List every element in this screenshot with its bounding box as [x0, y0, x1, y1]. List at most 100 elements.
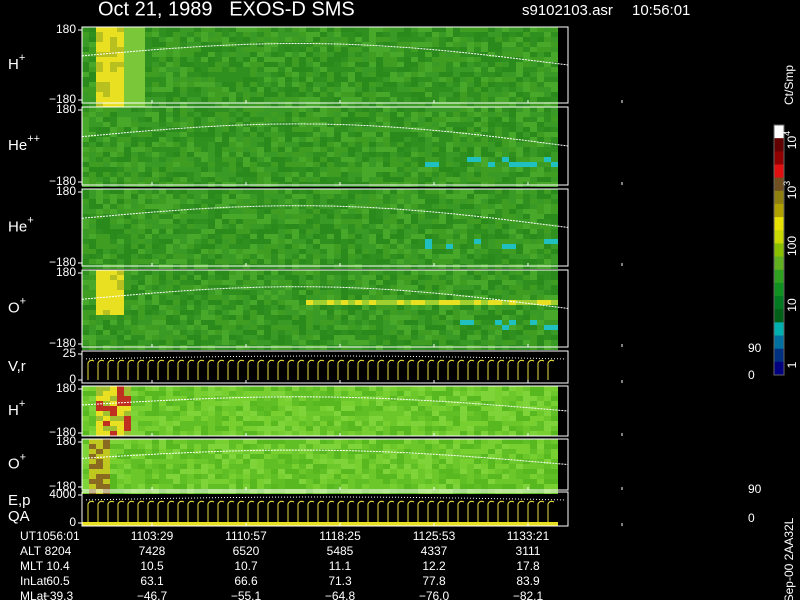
spectrogram-cell: [229, 305, 236, 310]
spectrogram-cell: [222, 239, 229, 244]
spectrogram-cell: [523, 199, 530, 204]
spectrogram-cell: [96, 406, 103, 411]
spectrogram-cell: [250, 142, 257, 147]
spectrogram-cell: [446, 27, 453, 32]
spectrogram-cell: [404, 330, 411, 335]
spectrogram-cell: [250, 229, 257, 234]
spectrogram-cell: [495, 147, 502, 152]
spectrogram-cell: [208, 137, 215, 142]
spectrogram-cell: [474, 209, 481, 214]
spectrogram-cell: [292, 259, 299, 264]
spectrogram-cell: [285, 82, 292, 87]
spectrogram-cell: [460, 300, 467, 305]
spectrogram-cell: [110, 411, 117, 416]
spectrogram-cell: [124, 416, 131, 421]
spectrogram-cell: [530, 172, 537, 177]
spectrogram-cell: [131, 147, 138, 152]
spectrogram-cell: [131, 42, 138, 47]
spectrogram-cell: [152, 244, 159, 249]
spectrogram-cell: [397, 62, 404, 67]
spectrogram-cell: [537, 132, 544, 137]
spectrogram-cell: [509, 199, 516, 204]
spectrogram-cell: [145, 249, 152, 254]
spectrogram-cell: [82, 172, 89, 177]
spectrogram-cell: [131, 239, 138, 244]
spectrogram-cell: [502, 335, 509, 340]
spectrogram-cell: [110, 426, 117, 431]
spectrogram-cell: [481, 249, 488, 254]
spectrogram-cell: [481, 290, 488, 295]
spectrogram-cell: [222, 280, 229, 285]
spectrogram-cell: [152, 32, 159, 37]
spectrogram-cell: [131, 52, 138, 57]
spectrogram-cell: [264, 249, 271, 254]
spectrogram-cell: [509, 72, 516, 77]
spectrogram-cell: [439, 122, 446, 127]
spectrogram-cell: [264, 147, 271, 152]
spectrogram-cell: [404, 249, 411, 254]
spectrogram-cell: [306, 401, 313, 406]
spectrogram-cell: [145, 157, 152, 162]
spectrogram-cell: [474, 340, 481, 345]
spectrogram-cell: [271, 431, 278, 436]
spectrogram-cell: [180, 300, 187, 305]
spectrogram-cell: [180, 249, 187, 254]
spectrogram-cell: [264, 411, 271, 416]
spectrogram-cell: [299, 280, 306, 285]
spectrogram-cell: [404, 209, 411, 214]
spectrogram-cell: [292, 52, 299, 57]
spectrogram-cell: [383, 234, 390, 239]
spectrogram-cell: [362, 42, 369, 47]
spectrogram-cell: [264, 416, 271, 421]
spectrogram-cell: [243, 310, 250, 315]
spectrogram-cell: [236, 62, 243, 67]
spectrogram-cell: [341, 112, 348, 117]
spectrogram-cell: [215, 142, 222, 147]
spectrogram-cell: [376, 401, 383, 406]
spectrogram-cell: [327, 204, 334, 209]
spectrogram-cell: [138, 122, 145, 127]
spectrogram-cell: [537, 32, 544, 37]
spectrogram-cell: [537, 234, 544, 239]
spectrogram-cell: [453, 67, 460, 72]
spectrogram-cell: [299, 219, 306, 224]
spectrogram-cell: [481, 47, 488, 52]
spectrogram-cell: [334, 77, 341, 82]
spectrogram-cell: [530, 132, 537, 137]
spectrogram-cell: [474, 189, 481, 194]
spectrogram-cell: [103, 152, 110, 157]
spectrogram-cell: [334, 406, 341, 411]
spectrogram-cell: [145, 391, 152, 396]
spectrogram-cell: [110, 194, 117, 199]
spectrogram-cell: [222, 137, 229, 142]
spectrogram-cell: [418, 330, 425, 335]
spectrogram-cell: [390, 305, 397, 310]
spectrogram-cell: [313, 401, 320, 406]
spectrogram-cell: [453, 386, 460, 391]
spectrogram-cell: [327, 132, 334, 137]
spectrogram-cell: [208, 224, 215, 229]
spectrogram-cell: [215, 172, 222, 177]
spectrogram-cell: [145, 87, 152, 92]
spectrogram-cell: [250, 340, 257, 345]
spectrogram-cell: [383, 204, 390, 209]
spectrogram-cell: [215, 62, 222, 67]
spectrogram-cell: [502, 132, 509, 137]
spectrogram-cell: [271, 27, 278, 32]
spectrogram-cell: [138, 72, 145, 77]
spectrogram-cell: [117, 204, 124, 209]
spectrogram-cell: [145, 47, 152, 52]
spectrogram-cell: [208, 275, 215, 280]
spectrogram-cell: [208, 172, 215, 177]
spectrogram-cell: [159, 127, 166, 132]
spectrogram-cell: [173, 167, 180, 172]
spectrogram-cell: [411, 224, 418, 229]
spectrogram-cell: [124, 37, 131, 42]
spectrogram-cell: [481, 270, 488, 275]
spectrogram-cell: [327, 162, 334, 167]
spectrogram-cell: [481, 295, 488, 300]
spectrogram-cell: [460, 391, 467, 396]
spectrogram-cell: [369, 199, 376, 204]
spectrogram-cell: [425, 340, 432, 345]
spectrogram-cell: [551, 102, 558, 107]
